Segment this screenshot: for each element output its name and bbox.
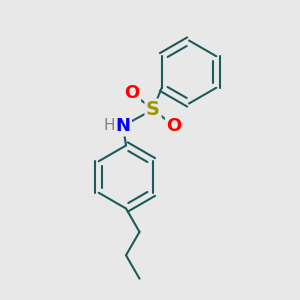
Text: O: O (124, 84, 140, 102)
Text: H: H (104, 118, 115, 134)
Text: O: O (167, 117, 182, 135)
Text: S: S (146, 100, 160, 119)
Text: N: N (116, 117, 130, 135)
